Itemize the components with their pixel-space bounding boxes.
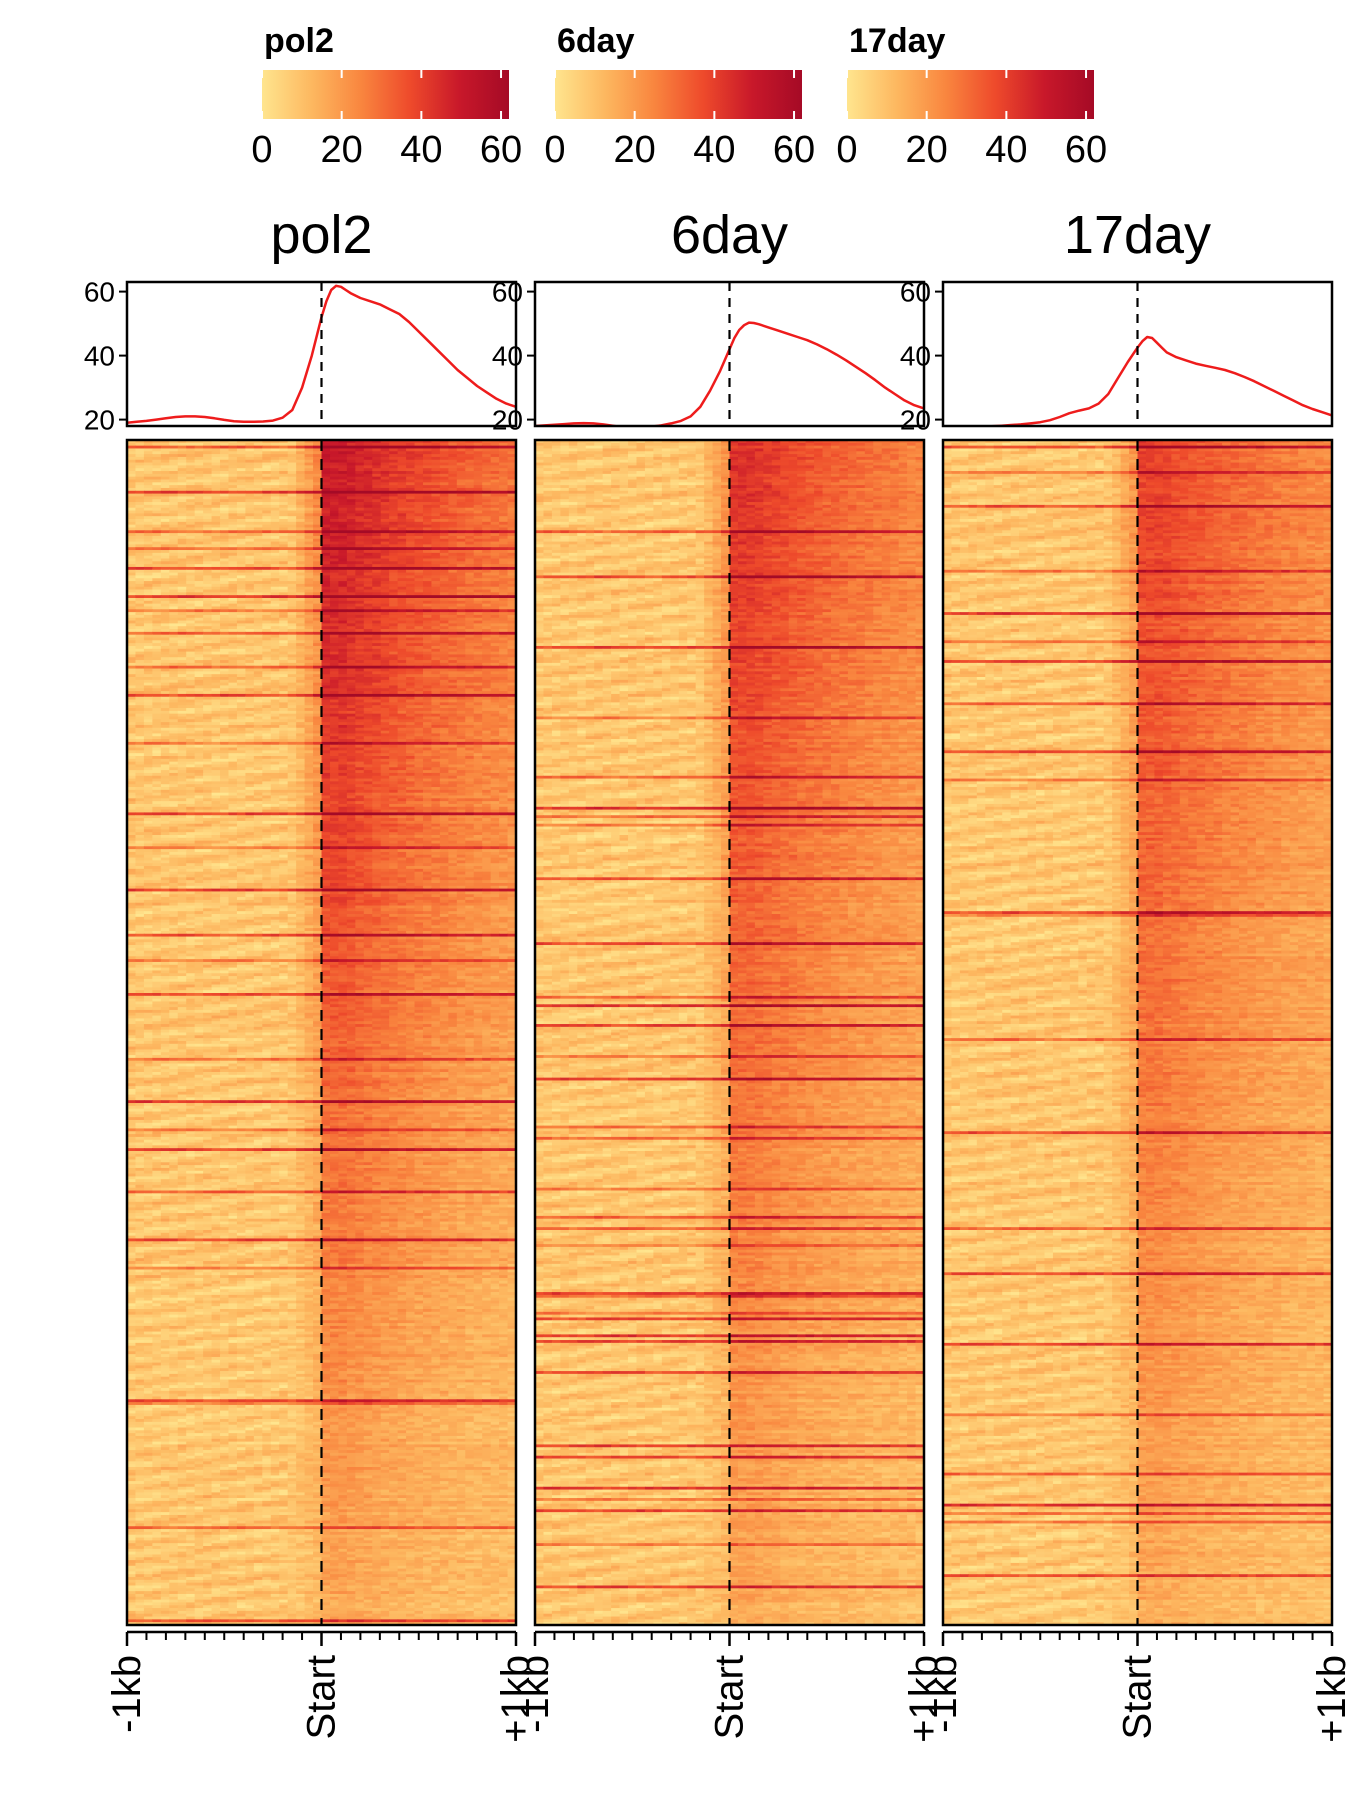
y-tick-label: 20 [84, 405, 115, 436]
x-tick-label: Start [300, 1655, 344, 1739]
legend-tick-label: 40 [985, 129, 1027, 171]
legend-colorbar [555, 70, 802, 119]
legend-tick-label: 20 [906, 129, 948, 171]
legend-tick-label: 20 [321, 129, 363, 171]
legend-tick-label: 40 [400, 129, 442, 171]
profile-plot: 20 40 60 [84, 277, 516, 436]
x-tick-label: -1kb [105, 1655, 149, 1733]
panels: pol2 20 40 60 -1kb Start +1kb 6day 20 40 60 -1kb Sta… [84, 205, 1350, 1743]
y-tick-label: 40 [492, 341, 523, 372]
y-tick-label: 60 [492, 277, 523, 308]
legend-pol2: pol2 0 20 40 60 [251, 22, 522, 171]
heatmap [535, 440, 925, 1625]
y-tick-label: 20 [492, 405, 523, 436]
y-tick-label: 20 [900, 405, 931, 436]
panel-title: 6day [671, 205, 788, 265]
legend-title: pol2 [264, 22, 334, 60]
legend-tick-label: 60 [773, 129, 815, 171]
legend-tick-label: 60 [1065, 129, 1107, 171]
x-axis: -1kb Start +1kb [921, 1632, 1350, 1743]
legend-tick-label: 60 [480, 129, 522, 171]
heatmap [127, 440, 517, 1625]
legend-title: 6day [557, 22, 635, 60]
panel-title: 17day [1064, 205, 1211, 265]
x-tick-label: Start [708, 1655, 752, 1739]
legend-title: 17day [849, 22, 945, 60]
x-tick-label: -1kb [513, 1655, 557, 1733]
y-tick-label: 60 [900, 277, 931, 308]
legend-colorbar [262, 70, 509, 119]
x-tick-label: Start [1116, 1655, 1160, 1739]
legend-tick-label: 0 [251, 129, 272, 171]
legends: pol2 0 20 40 60 6day 0 20 40 60 17day 0 20 40 60 [251, 22, 1107, 171]
panel-17day: 17day 20 40 60 -1kb Start +1kb [900, 205, 1350, 1743]
profile-plot: 20 40 60 [900, 277, 1332, 436]
y-tick-label: 60 [84, 277, 115, 308]
profile-plot: 20 40 60 [492, 277, 924, 436]
legend-17day: 17day 0 20 40 60 [836, 22, 1107, 171]
x-tick-label: -1kb [921, 1655, 965, 1733]
x-tick-label: +1kb [1310, 1655, 1350, 1743]
legend-colorbar [847, 70, 1094, 119]
panel-title: pol2 [270, 205, 372, 265]
heatmap [943, 440, 1333, 1625]
y-tick-label: 40 [84, 341, 115, 372]
legend-tick-label: 0 [836, 129, 857, 171]
legend-tick-label: 40 [693, 129, 735, 171]
legend-6day: 6day 0 20 40 60 [544, 22, 815, 171]
legend-tick-label: 20 [614, 129, 656, 171]
y-tick-label: 40 [900, 341, 931, 372]
legend-tick-label: 0 [544, 129, 565, 171]
